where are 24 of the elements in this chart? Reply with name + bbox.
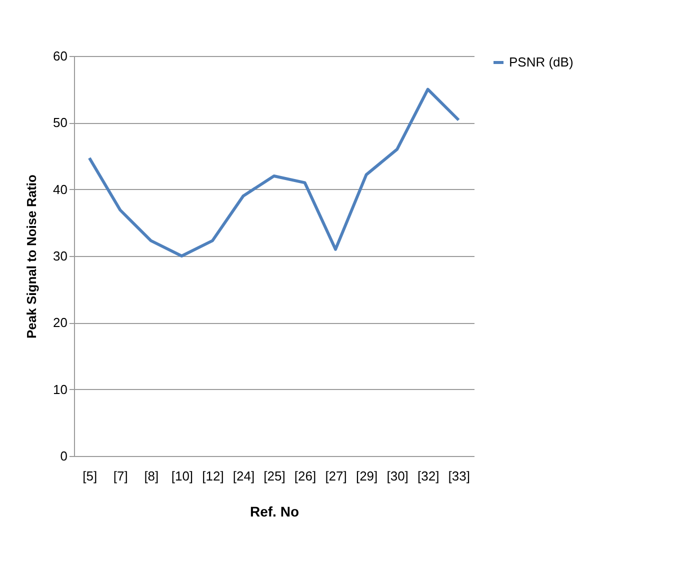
y-tick-label: 60	[53, 48, 68, 64]
y-tick-label: 40	[53, 182, 68, 197]
x-tick-label: [5]	[82, 468, 98, 484]
x-tick-label: [26]	[294, 468, 316, 484]
x-tick-label: [8]	[144, 468, 159, 484]
x-tick-label: [10]	[171, 468, 194, 484]
x-tick-label: [12]	[202, 468, 224, 484]
y-tick-label: 20	[53, 315, 68, 330]
x-tick-label: [24]	[232, 468, 255, 484]
x-axis-title: Ref. No	[250, 504, 299, 520]
line-series	[88, 88, 460, 258]
x-tick-label: [33]	[448, 468, 470, 484]
x-tick-label: [30]	[386, 468, 408, 484]
x-tick-label: [25]	[264, 468, 286, 484]
y-tick-label: 30	[53, 248, 68, 264]
x-tick-label: [27]	[325, 468, 347, 484]
y-tick-label: 0	[60, 448, 68, 464]
y-tick-label: 50	[53, 115, 68, 130]
y-tick-label: 10	[53, 382, 68, 397]
y-axis-title: Peak Signal to Noise Ratio	[24, 174, 40, 338]
legend-label: PSNR (dB)	[509, 54, 574, 70]
x-tick-label: [32]	[418, 468, 440, 484]
x-tick-label: [7]	[113, 468, 128, 484]
x-tick-label: [29]	[356, 468, 378, 484]
